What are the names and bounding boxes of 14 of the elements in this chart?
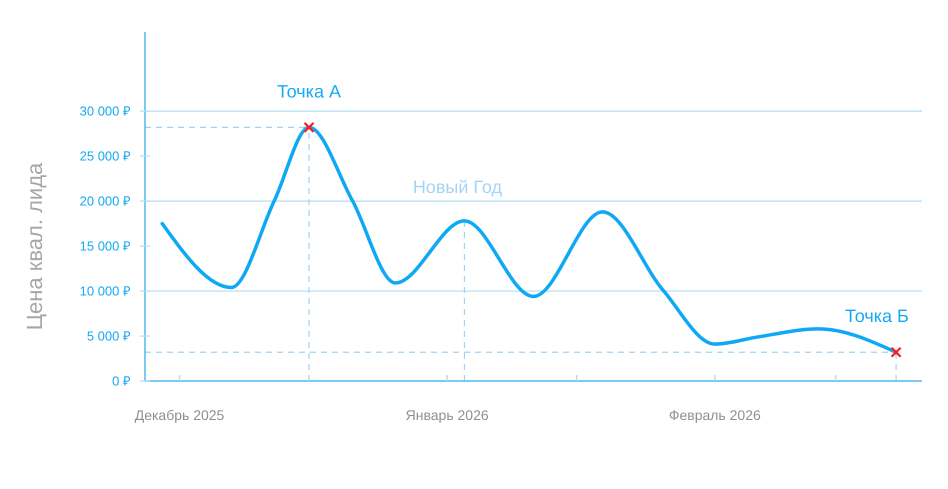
y-tick-label: 5 000 ₽	[86, 328, 131, 344]
x-tick-label: Декабрь 2025	[134, 407, 225, 423]
ref-line-label: Новый Год	[412, 176, 503, 197]
x-tick-label: Январь 2026	[406, 407, 489, 423]
y-axis-title: Цена квал. лида	[22, 162, 47, 330]
y-tick-label: 15 000 ₽	[80, 238, 131, 254]
annotation: Точка А	[277, 81, 341, 102]
y-tick-label: 20 000 ₽	[80, 194, 131, 209]
y-tick-label: 10 000 ₽	[80, 284, 131, 299]
y-tick-label: 0 ₽	[112, 374, 131, 389]
y-tick-label: 30 000 ₽	[80, 104, 131, 119]
annotation: Точка Б	[845, 306, 909, 326]
x-tick-label: Февраль 2026	[668, 407, 761, 423]
y-tick-label: 25 000 ₽	[80, 148, 131, 164]
